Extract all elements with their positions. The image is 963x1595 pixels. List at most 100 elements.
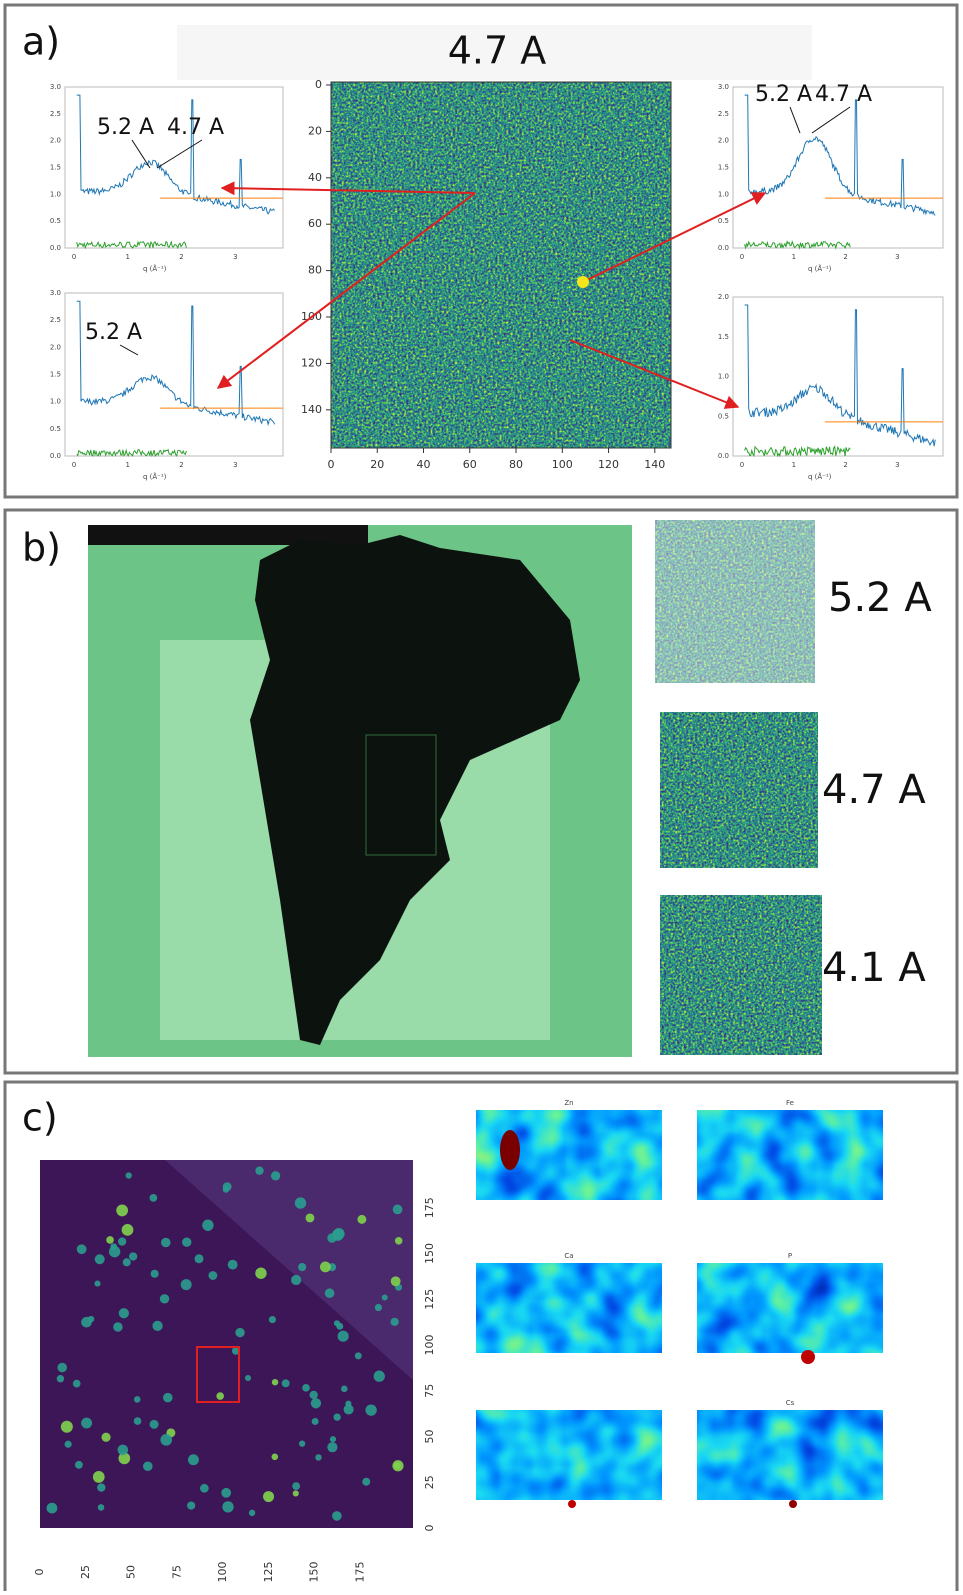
x-tick-label: 0 — [740, 461, 744, 469]
particle — [337, 1330, 349, 1342]
arrow — [220, 181, 476, 196]
particle — [333, 1413, 341, 1421]
element-map — [697, 1110, 883, 1200]
particle — [222, 1186, 230, 1193]
particle — [121, 1223, 134, 1236]
y-tick-label: 1.0 — [50, 190, 61, 198]
particle — [244, 1374, 252, 1382]
particle — [221, 1487, 232, 1498]
x-axis-label: q (Å⁻¹) — [143, 472, 167, 481]
y-tick-label: 60 — [308, 217, 322, 230]
y-tick-label: 175 — [423, 1197, 436, 1218]
y-tick-label: 0.5 — [718, 412, 729, 420]
particle — [271, 1453, 279, 1461]
particle — [343, 1404, 354, 1415]
particle — [263, 1491, 275, 1503]
micrograph-edge — [88, 525, 368, 545]
y-tick-label: 0.5 — [50, 425, 61, 433]
y-tick-label: 120 — [301, 356, 322, 369]
x-tick-label: 3 — [895, 253, 899, 261]
hotspot — [500, 1130, 520, 1170]
element-map — [697, 1410, 883, 1500]
particle — [180, 1279, 192, 1291]
particle — [333, 1320, 340, 1327]
particle — [340, 1385, 348, 1393]
particle — [319, 1261, 331, 1273]
particle — [270, 1171, 281, 1181]
arrows — [216, 181, 767, 409]
particles — [46, 1166, 404, 1521]
panel-title: 4.7 A — [448, 29, 547, 73]
particle — [116, 1204, 129, 1217]
particle — [365, 1404, 377, 1416]
y-tick-label: 2.5 — [718, 110, 729, 118]
particle — [329, 1436, 337, 1443]
map — [660, 895, 822, 1055]
y-tick-label: 2.5 — [50, 110, 61, 118]
y-tick-label: 2.0 — [718, 293, 729, 301]
hotspot — [801, 1350, 815, 1364]
x-tick-label: 25 — [79, 1565, 92, 1579]
particle — [255, 1267, 267, 1279]
y-tick-label: 40 — [308, 171, 322, 184]
plot-frame — [64, 86, 284, 249]
particle — [160, 1433, 173, 1446]
y-tick-label: 0.0 — [718, 452, 729, 460]
x-tick-label: 50 — [125, 1565, 138, 1579]
x-tick-label: 60 — [463, 458, 477, 471]
particle — [311, 1417, 319, 1425]
particle — [302, 1384, 310, 1392]
arrow — [569, 339, 740, 409]
map-region — [165, 1160, 413, 1380]
particle — [57, 1362, 68, 1373]
map-axes: 0 25 50 75 100 125 150 175 0 25 50 75 100 125 150 175 — [33, 1197, 436, 1582]
particle — [357, 1214, 367, 1224]
particle — [298, 1440, 306, 1447]
particle — [101, 1432, 111, 1442]
particle — [76, 1244, 87, 1255]
y-tick-label: 1.0 — [50, 398, 61, 406]
y-tick-label: 0 — [423, 1525, 436, 1532]
particle — [187, 1454, 199, 1466]
map-label: 5.2 A — [828, 575, 932, 621]
hotspot — [568, 1500, 576, 1508]
plot-frame — [732, 86, 944, 249]
particle — [248, 1509, 256, 1517]
particle — [128, 1252, 138, 1261]
y-tick-label: 1.5 — [50, 164, 61, 172]
residual — [76, 448, 187, 458]
particle — [125, 1172, 132, 1179]
y-tick-label: 20 — [308, 124, 322, 137]
panel-label: b) — [22, 526, 61, 570]
element-map — [697, 1263, 883, 1353]
particle — [133, 1396, 141, 1403]
particle — [97, 1483, 106, 1492]
y-tick-label: 150 — [423, 1243, 436, 1264]
x-tick-label: 175 — [353, 1562, 366, 1583]
y-tick-label: 0 — [315, 78, 322, 91]
particle — [163, 1392, 173, 1403]
particle — [390, 1317, 399, 1326]
particle — [117, 1444, 129, 1456]
x-tick-label: 3 — [233, 461, 237, 469]
x-tick-label: 1 — [792, 253, 796, 261]
particle — [149, 1193, 158, 1202]
element-maps: Zn Fe Ca P Cs — [476, 1099, 883, 1508]
hotspot — [789, 1500, 797, 1508]
x-tick-label: 1 — [126, 253, 130, 261]
x-tick-label: 40 — [417, 458, 431, 471]
map — [660, 712, 818, 868]
particle — [392, 1204, 403, 1215]
particle — [64, 1440, 72, 1448]
x-tick-label: 100 — [216, 1562, 229, 1583]
particle — [97, 1504, 105, 1511]
particle — [309, 1390, 318, 1400]
peak-annotation: 4.7 A — [815, 82, 872, 107]
x-tick-label: 0 — [72, 253, 76, 261]
map — [655, 520, 815, 683]
particle — [310, 1398, 322, 1409]
map-label: 4.1 A — [822, 945, 926, 991]
y-tick-label: 0.5 — [718, 217, 729, 225]
particle — [60, 1420, 73, 1433]
plot-frame — [64, 292, 284, 457]
